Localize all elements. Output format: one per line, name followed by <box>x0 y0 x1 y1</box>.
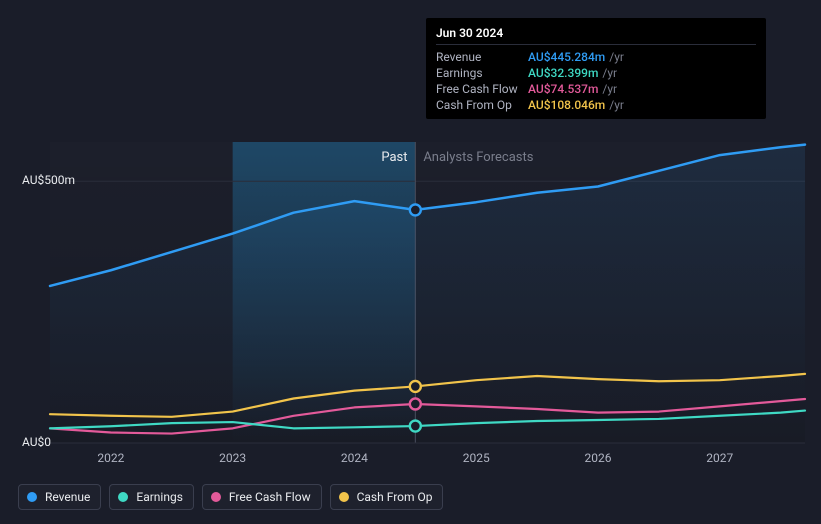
legend-item-earnings[interactable]: Earnings <box>109 484 194 510</box>
legend-item-revenue[interactable]: Revenue <box>18 484 101 510</box>
tooltip-row: EarningsAU$32.399m/yr <box>436 65 756 81</box>
tooltip-row-value: AU$74.537m <box>528 82 598 96</box>
tooltip-row: RevenueAU$445.284m/yr <box>436 49 756 65</box>
x-axis-tick: 2022 <box>97 451 124 465</box>
earnings-revenue-chart[interactable]: AU$500m AU$0 Past Analysts Forecasts 202… <box>0 0 821 524</box>
tooltip-row-unit: /yr <box>602 82 617 96</box>
y-axis-tick-500: AU$500m <box>22 173 75 187</box>
x-axis-tick: 2027 <box>706 451 733 465</box>
legend-dot-icon <box>211 492 221 502</box>
tooltip-row: Free Cash FlowAU$74.537m/yr <box>436 81 756 97</box>
x-axis-tick: 2025 <box>463 451 490 465</box>
x-axis-tick: 2024 <box>341 451 368 465</box>
y-axis-tick-0: AU$0 <box>22 435 51 449</box>
legend-dot-icon <box>339 492 349 502</box>
tooltip-row-value: AU$32.399m <box>528 66 598 80</box>
tooltip-row-label: Revenue <box>436 50 528 64</box>
legend-item-free_cash_flow[interactable]: Free Cash Flow <box>202 484 322 510</box>
legend-item-label: Free Cash Flow <box>229 490 311 504</box>
legend-item-label: Earnings <box>136 490 183 504</box>
legend-item-label: Revenue <box>45 490 90 504</box>
chart-legend: Revenue Earnings Free Cash Flow Cash From O… <box>18 484 443 510</box>
x-axis-tick: 2023 <box>219 451 246 465</box>
tooltip-row: Cash From OpAU$108.046m/yr <box>436 97 756 113</box>
tooltip-row-label: Cash From Op <box>436 98 528 112</box>
legend-item-cash_from_op[interactable]: Cash From Op <box>330 484 444 510</box>
tooltip-date: Jun 30 2024 <box>436 26 756 45</box>
tooltip-row-unit: /yr <box>602 66 617 80</box>
section-label-past: Past <box>381 150 407 165</box>
legend-dot-icon <box>118 492 128 502</box>
tooltip-row-label: Free Cash Flow <box>436 82 528 96</box>
tooltip-row-value: AU$445.284m <box>528 50 605 64</box>
tooltip-row-label: Earnings <box>436 66 528 80</box>
tooltip-row-value: AU$108.046m <box>528 98 605 112</box>
section-label-forecast: Analysts Forecasts <box>423 150 533 165</box>
legend-dot-icon <box>27 492 37 502</box>
legend-item-label: Cash From Op <box>357 490 433 504</box>
tooltip-row-unit: /yr <box>609 98 624 112</box>
chart-tooltip: Jun 30 2024 RevenueAU$445.284m/yrEarning… <box>426 18 766 119</box>
x-axis-tick: 2026 <box>584 451 611 465</box>
tooltip-row-unit: /yr <box>609 50 624 64</box>
